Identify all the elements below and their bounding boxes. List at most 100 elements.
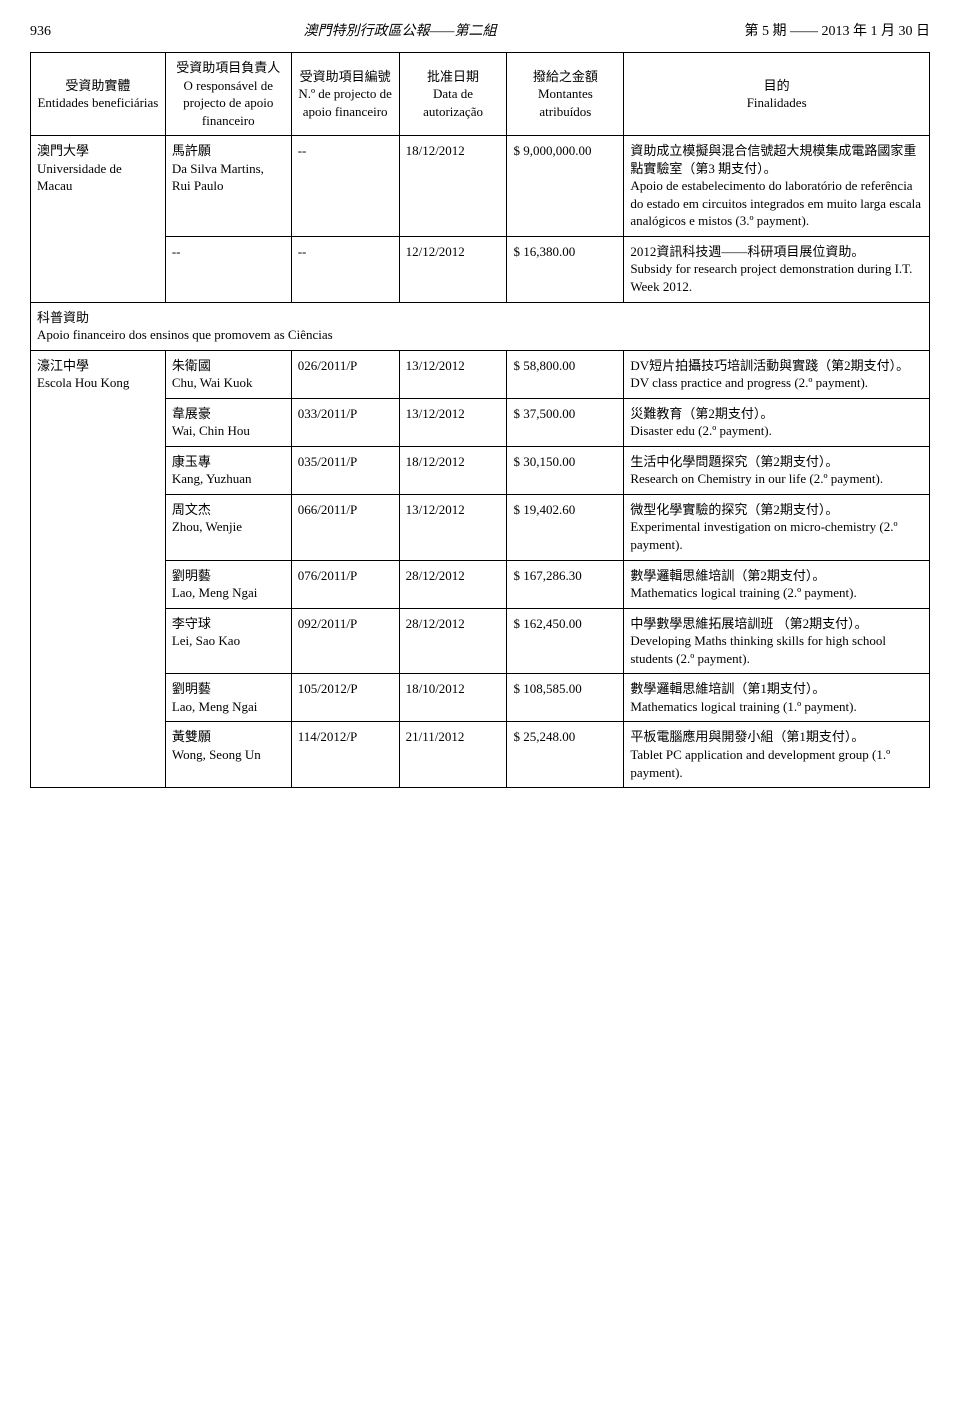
responsible-zh: 韋展豪 bbox=[172, 405, 285, 423]
table-row: 劉明藝 Lao, Meng Ngai 076/2011/P 28/12/2012… bbox=[31, 560, 930, 608]
project-cell: 026/2011/P bbox=[291, 350, 399, 398]
table-row: -- -- 12/12/2012 $ 16,380.00 2012資訊科技週——… bbox=[31, 236, 930, 302]
responsible-cell: 周文杰 Zhou, Wenjie bbox=[165, 494, 291, 560]
purpose-zh: 2012資訊科技週——科研項目展位資助。 bbox=[630, 244, 864, 259]
date-cell: 18/10/2012 bbox=[399, 674, 507, 722]
responsible-pt: Da Silva Martins, Rui Paulo bbox=[172, 160, 285, 195]
purpose-zh: 資助成立模擬與混合信號超大規模集成電路國家重點實驗室（第3 期支付）。 bbox=[630, 143, 916, 176]
responsible-zh: 周文杰 bbox=[172, 501, 285, 519]
date-cell: 18/12/2012 bbox=[399, 446, 507, 494]
col-responsible-pt: O responsável de projecto de apoio finan… bbox=[172, 77, 285, 130]
amount-cell: $ 162,450.00 bbox=[507, 608, 624, 674]
purpose-pt: Research on Chemistry in our life (2.º p… bbox=[630, 471, 883, 486]
page-header: 936 澳門特別行政區公報——第二組 第 5 期 —— 2013 年 1 月 3… bbox=[30, 20, 930, 40]
date-cell: 12/12/2012 bbox=[399, 236, 507, 302]
responsible-cell: 康玉專 Kang, Yuzhuan bbox=[165, 446, 291, 494]
purpose-pt: Apoio de estabelecimento do laboratório … bbox=[630, 178, 921, 228]
purpose-zh: DV短片拍攝技巧培訓活動與實踐（第2期支付）。 bbox=[630, 358, 909, 373]
purpose-cell: 災難教育（第2期支付）。 Disaster edu (2.º payment). bbox=[624, 398, 930, 446]
purpose-zh: 災難教育（第2期支付）。 bbox=[630, 406, 773, 421]
amount-cell: $ 9,000,000.00 bbox=[507, 136, 624, 237]
purpose-pt: Mathematics logical training (1.º paymen… bbox=[630, 699, 856, 714]
entity-pt: Universidade de Macau bbox=[37, 160, 159, 195]
responsible-zh: 朱衛國 bbox=[172, 357, 285, 375]
responsible-cell: 馬許願 Da Silva Martins, Rui Paulo bbox=[165, 136, 291, 237]
table-row: 周文杰 Zhou, Wenjie 066/2011/P 13/12/2012 $… bbox=[31, 494, 930, 560]
table-row: 李守球 Lei, Sao Kao 092/2011/P 28/12/2012 $… bbox=[31, 608, 930, 674]
entity-cell: 澳門大學 Universidade de Macau bbox=[31, 136, 166, 302]
col-date-pt: Data de autorização bbox=[406, 85, 501, 120]
purpose-cell: 資助成立模擬與混合信號超大規模集成電路國家重點實驗室（第3 期支付）。 Apoi… bbox=[624, 136, 930, 237]
table-row: 劉明藝 Lao, Meng Ngai 105/2012/P 18/10/2012… bbox=[31, 674, 930, 722]
purpose-pt: Tablet PC application and development gr… bbox=[630, 747, 890, 780]
gazette-title: 澳門特別行政區公報——第二組 bbox=[90, 20, 710, 40]
project-cell: -- bbox=[291, 236, 399, 302]
purpose-pt: Subsidy for research project demonstrati… bbox=[630, 261, 912, 294]
col-responsible-zh: 受資助項目負責人 bbox=[172, 59, 285, 77]
col-project-no-pt: N.º de projecto de apoio financeiro bbox=[298, 85, 393, 120]
purpose-pt: Mathematics logical training (2.º paymen… bbox=[630, 585, 856, 600]
table-row: 康玉專 Kang, Yuzhuan 035/2011/P 18/12/2012 … bbox=[31, 446, 930, 494]
date-cell: 13/12/2012 bbox=[399, 494, 507, 560]
section-zh: 科普資助 bbox=[37, 309, 923, 327]
purpose-zh: 數學邏輯思維培訓（第1期支付）。 bbox=[630, 681, 825, 696]
responsible-zh: 劉明藝 bbox=[172, 680, 285, 698]
col-amount-pt: Montantes atribuídos bbox=[513, 85, 617, 120]
amount-cell: $ 58,800.00 bbox=[507, 350, 624, 398]
purpose-cell: 數學邏輯思維培訓（第2期支付）。 Mathematics logical tra… bbox=[624, 560, 930, 608]
project-cell: 066/2011/P bbox=[291, 494, 399, 560]
purpose-zh: 生活中化學問題探究（第2期支付）。 bbox=[630, 454, 838, 469]
entity-zh: 濠江中學 bbox=[37, 357, 159, 375]
amount-cell: $ 19,402.60 bbox=[507, 494, 624, 560]
responsible-pt: Chu, Wai Kuok bbox=[172, 374, 285, 392]
purpose-cell: 微型化學實驗的探究（第2期支付）。 Experimental investiga… bbox=[624, 494, 930, 560]
amount-cell: $ 16,380.00 bbox=[507, 236, 624, 302]
responsible-zh: 劉明藝 bbox=[172, 567, 285, 585]
col-amount: 撥給之金額 Montantes atribuídos bbox=[507, 53, 624, 136]
date-cell: 28/12/2012 bbox=[399, 560, 507, 608]
table-row: 濠江中學 Escola Hou Kong 朱衛國 Chu, Wai Kuok 0… bbox=[31, 350, 930, 398]
purpose-cell: 生活中化學問題探究（第2期支付）。 Research on Chemistry … bbox=[624, 446, 930, 494]
responsible-cell: 黃雙願 Wong, Seong Un bbox=[165, 722, 291, 788]
responsible-cell: 李守球 Lei, Sao Kao bbox=[165, 608, 291, 674]
project-cell: 035/2011/P bbox=[291, 446, 399, 494]
responsible-cell: 韋展豪 Wai, Chin Hou bbox=[165, 398, 291, 446]
purpose-zh: 數學邏輯思維培訓（第2期支付）。 bbox=[630, 568, 825, 583]
amount-cell: $ 108,585.00 bbox=[507, 674, 624, 722]
funding-table: 受資助實體 Entidades beneficiárias 受資助項目負責人 O… bbox=[30, 52, 930, 788]
responsible-cell: -- bbox=[165, 236, 291, 302]
project-cell: 105/2012/P bbox=[291, 674, 399, 722]
purpose-cell: 2012資訊科技週——科研項目展位資助。 Subsidy for researc… bbox=[624, 236, 930, 302]
project-cell: 076/2011/P bbox=[291, 560, 399, 608]
project-cell: 114/2012/P bbox=[291, 722, 399, 788]
col-date-zh: 批准日期 bbox=[406, 68, 501, 86]
table-row: 澳門大學 Universidade de Macau 馬許願 Da Silva … bbox=[31, 136, 930, 237]
amount-cell: $ 25,248.00 bbox=[507, 722, 624, 788]
responsible-pt: Wai, Chin Hou bbox=[172, 422, 285, 440]
responsible-cell: 劉明藝 Lao, Meng Ngai bbox=[165, 674, 291, 722]
purpose-zh: 平板電腦應用與開發小組（第1期支付）。 bbox=[630, 729, 864, 744]
project-cell: -- bbox=[291, 136, 399, 237]
col-purpose: 目的 Finalidades bbox=[624, 53, 930, 136]
purpose-zh: 微型化學實驗的探究（第2期支付）。 bbox=[630, 502, 838, 517]
entity-cell: 濠江中學 Escola Hou Kong bbox=[31, 350, 166, 787]
col-entity-pt: Entidades beneficiárias bbox=[37, 94, 159, 112]
entity-pt: Escola Hou Kong bbox=[37, 374, 159, 392]
responsible-pt: Kang, Yuzhuan bbox=[172, 470, 285, 488]
date-cell: 18/12/2012 bbox=[399, 136, 507, 237]
col-project-no-zh: 受資助項目編號 bbox=[298, 68, 393, 86]
date-cell: 13/12/2012 bbox=[399, 398, 507, 446]
responsible-pt: Lao, Meng Ngai bbox=[172, 584, 285, 602]
purpose-zh: 中學數學思維拓展培訓班 （第2期支付）。 bbox=[630, 616, 867, 631]
responsible-pt: Wong, Seong Un bbox=[172, 746, 285, 764]
col-entity: 受資助實體 Entidades beneficiárias bbox=[31, 53, 166, 136]
responsible-cell: 劉明藝 Lao, Meng Ngai bbox=[165, 560, 291, 608]
date-cell: 13/12/2012 bbox=[399, 350, 507, 398]
date-cell: 21/11/2012 bbox=[399, 722, 507, 788]
project-cell: 033/2011/P bbox=[291, 398, 399, 446]
page-number: 936 bbox=[30, 24, 90, 40]
amount-cell: $ 167,286.30 bbox=[507, 560, 624, 608]
col-amount-zh: 撥給之金額 bbox=[513, 68, 617, 86]
purpose-pt: Disaster edu (2.º payment). bbox=[630, 423, 772, 438]
responsible-zh: 馬許願 bbox=[172, 142, 285, 160]
